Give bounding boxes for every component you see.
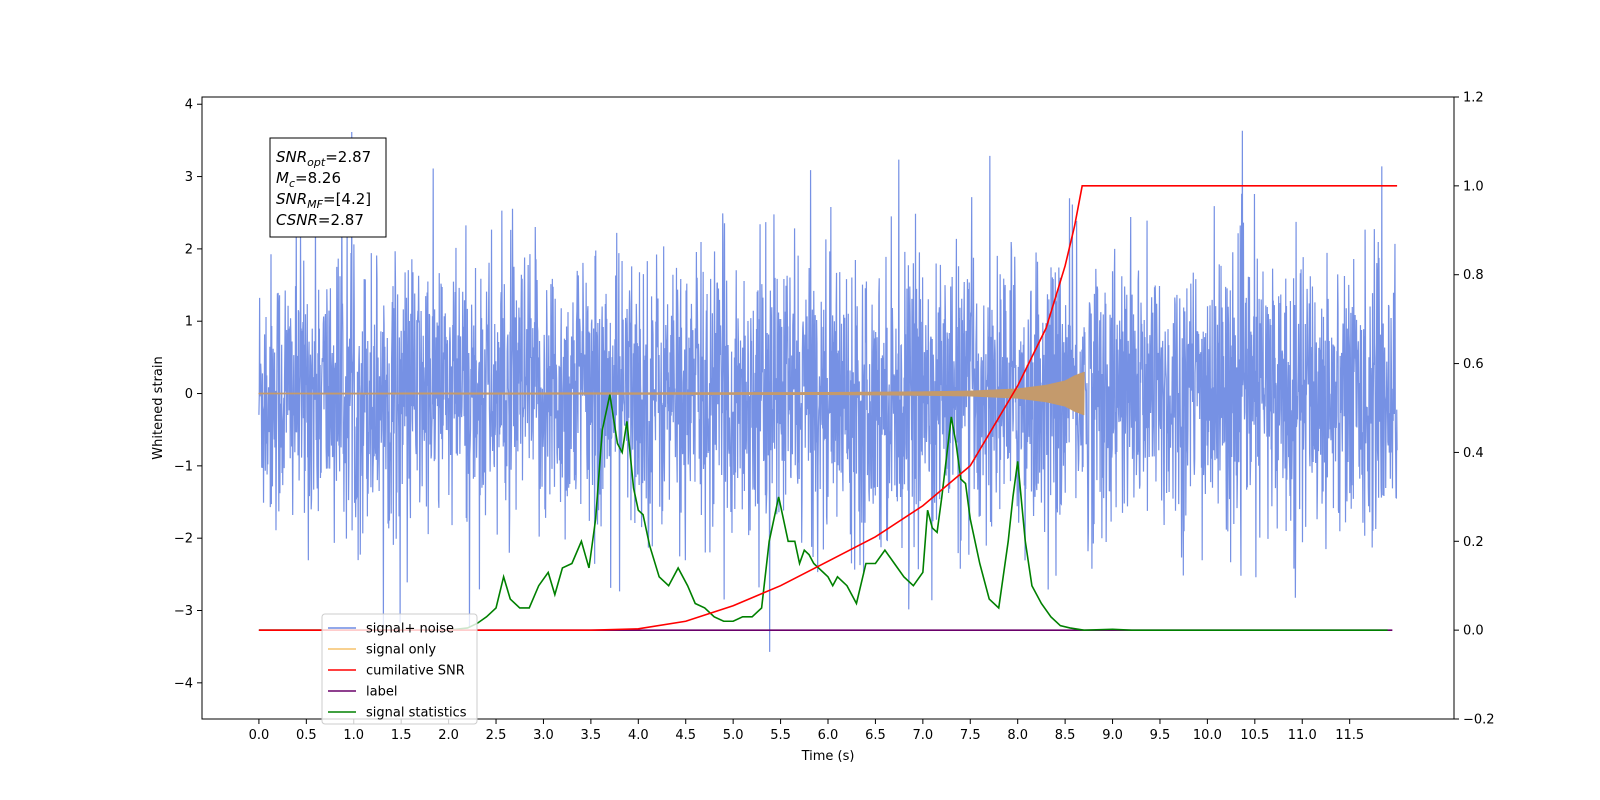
x-tick-label: 7.5 <box>960 728 981 743</box>
y2-tick-label: 0.8 <box>1463 268 1484 283</box>
series-signal-only <box>258 371 1085 416</box>
y-tick-label: −3 <box>174 604 193 619</box>
x-tick-label: 4.5 <box>675 728 696 743</box>
x-tick-label: 8.5 <box>1055 728 1076 743</box>
y-axis-label: Whitened strain <box>151 356 166 459</box>
x-tick-label: 6.0 <box>818 728 839 743</box>
annotation-line: CSNR=2.87 <box>276 211 364 229</box>
y2-tick-label: 1.0 <box>1463 179 1484 194</box>
legend-frame <box>321 613 478 725</box>
x-tick-label: 7.0 <box>913 728 934 743</box>
legend-entry: cumilative SNR <box>366 664 465 679</box>
y-axis-left: −4 −3 −2 −1 0 1 2 3 4 <box>174 98 202 691</box>
y-tick-label: −4 <box>174 676 193 691</box>
x-tick-label: 9.0 <box>1102 728 1123 743</box>
y2-tick-label: −0.2 <box>1463 713 1495 728</box>
series-signal-plus-noise <box>258 130 1398 652</box>
y-tick-label: −1 <box>174 459 193 474</box>
y-axis-right: −0.2 0.0 0.2 0.4 0.6 0.8 1.0 1.2 <box>1454 91 1495 728</box>
x-tick-label: 6.5 <box>865 728 886 743</box>
y-tick-label: 1 <box>185 315 193 330</box>
y-tick-label: 2 <box>185 242 193 257</box>
x-tick-label: 4.0 <box>628 728 649 743</box>
y2-tick-label: 0.6 <box>1463 357 1484 372</box>
x-tick-label: 1.0 <box>343 728 364 743</box>
x-axis: 0.0 0.5 1.0 1.5 2.0 2.5 3.0 3.5 4.0 4.5 5.0 5.5 6.0 6… <box>249 719 1364 743</box>
legend-entry: signal only <box>366 643 436 658</box>
y-tick-label: −2 <box>174 532 193 547</box>
annotation-line: SNRopt=2.87 <box>276 148 371 169</box>
y-tick-label: 4 <box>185 98 193 113</box>
x-tick-label: 0.5 <box>296 728 317 743</box>
y2-tick-label: 1.2 <box>1463 91 1484 106</box>
y-tick-label: 3 <box>185 170 193 185</box>
x-tick-label: 5.5 <box>770 728 791 743</box>
annotation-line: Mc=8.26 <box>276 169 341 190</box>
x-tick-label: 10.5 <box>1240 728 1269 743</box>
y2-tick-label: 0.4 <box>1463 446 1484 461</box>
x-tick-label: 9.5 <box>1150 728 1171 743</box>
x-tick-label: 5.0 <box>723 728 744 743</box>
x-tick-label: 1.5 <box>391 728 412 743</box>
annotation-line: SNRMF=[4.2] <box>276 190 371 211</box>
y2-tick-label: 0.2 <box>1463 535 1484 550</box>
legend-entry: signal statistics <box>366 706 467 721</box>
x-tick-label: 3.0 <box>533 728 554 743</box>
x-tick-label: 3.5 <box>581 728 602 743</box>
x-tick-label: 2.5 <box>486 728 507 743</box>
annotation-frame <box>269 137 387 238</box>
legend-entry: label <box>366 685 397 700</box>
series-cumulative-snr <box>258 185 1398 631</box>
x-tick-label: 8.0 <box>1007 728 1028 743</box>
x-tick-label: 11.0 <box>1288 728 1317 743</box>
series-signal-statistics <box>258 394 1388 631</box>
y-tick-label: 0 <box>185 387 193 402</box>
x-tick-label: 0.0 <box>249 728 270 743</box>
legend-entry: signal+ noise <box>366 622 454 637</box>
x-tick-label: 2.0 <box>438 728 459 743</box>
x-axis-label: Time (s) <box>801 749 855 764</box>
y2-tick-label: 0.0 <box>1463 624 1484 639</box>
legend: signal+ noise signal only cumilative SNR la… <box>321 613 478 725</box>
x-tick-label: 11.5 <box>1335 728 1364 743</box>
x-tick-label: 10.0 <box>1193 728 1222 743</box>
